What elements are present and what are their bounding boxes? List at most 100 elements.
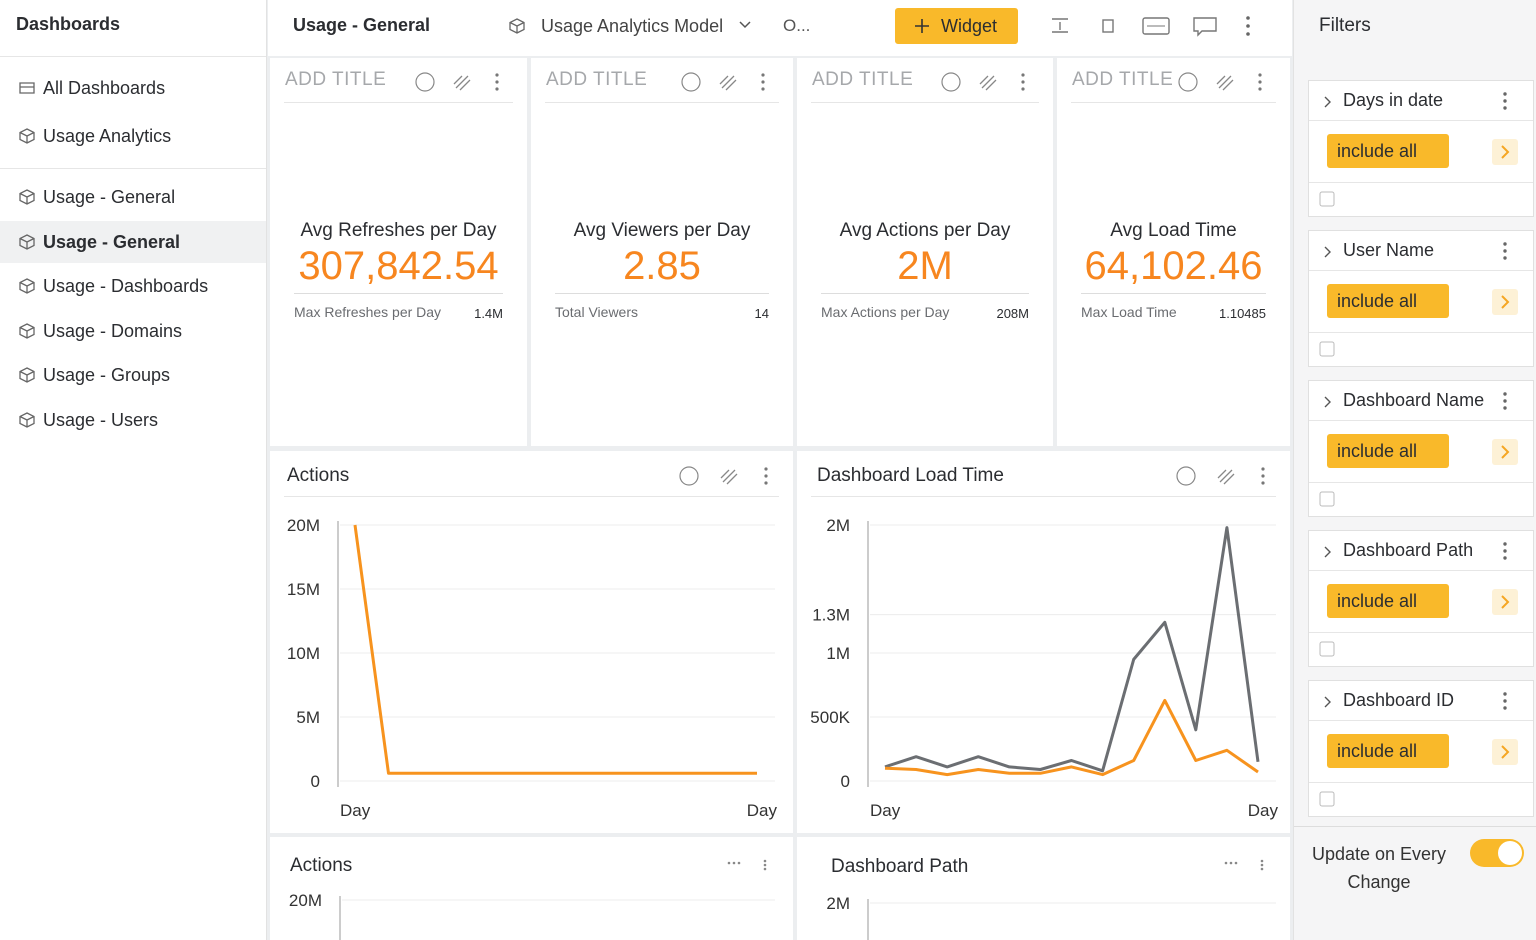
icon-shape bbox=[19, 412, 35, 428]
kpi-divider bbox=[1081, 293, 1266, 294]
dot bbox=[727, 861, 731, 865]
filter-name: User Name bbox=[1343, 240, 1435, 260]
dashboard-label: Usage - Dashboards bbox=[43, 276, 209, 297]
x-label: Day bbox=[340, 801, 371, 820]
edit-bg bbox=[1492, 289, 1518, 315]
filter-name: Dashboard ID bbox=[1343, 690, 1455, 710]
divider bbox=[1309, 120, 1533, 121]
dashboard-label: Usage - Domains bbox=[43, 320, 183, 341]
sidebar-dashboard[interactable]: Usage - Groups bbox=[0, 354, 266, 396]
dot bbox=[495, 87, 499, 91]
divider bbox=[1309, 332, 1533, 333]
divider bbox=[1309, 482, 1533, 483]
dot bbox=[1021, 87, 1025, 91]
dot bbox=[1503, 92, 1507, 96]
widget-button[interactable]: Widget bbox=[895, 8, 1018, 44]
kpi-title: Avg Viewers per Day bbox=[573, 220, 751, 241]
kpi-card: ADD TITLE Avg Actions per Day 2M Max Action… bbox=[797, 58, 1053, 446]
dot bbox=[1503, 99, 1507, 103]
dot bbox=[1503, 706, 1507, 710]
expand-icon bbox=[1324, 246, 1331, 258]
y-tick-label: 1M bbox=[826, 644, 850, 663]
dot bbox=[1258, 87, 1262, 91]
filter: Days in date include all bbox=[1308, 80, 1534, 217]
dot bbox=[1260, 863, 1264, 867]
chart-card: Actions 20M bbox=[270, 837, 793, 940]
dot bbox=[1503, 392, 1507, 396]
edit-button bbox=[1492, 739, 1518, 765]
chart: 2M bbox=[826, 894, 1276, 940]
filter: Dashboard ID include all bbox=[1308, 680, 1534, 817]
link-icon bbox=[19, 82, 35, 94]
kpi-divider bbox=[821, 293, 1029, 294]
dot bbox=[1503, 542, 1507, 546]
chart-title: Dashboard Load Time bbox=[817, 465, 1004, 486]
include-all-button[interactable]: include all bbox=[1327, 134, 1449, 168]
dot bbox=[1261, 481, 1265, 485]
expand-icon bbox=[1324, 96, 1331, 108]
icon-shape bbox=[19, 128, 35, 144]
sidebar-dashboard[interactable]: Usage - Dashboards bbox=[0, 265, 266, 307]
dot bbox=[761, 73, 765, 77]
series-line bbox=[884, 698, 1259, 777]
dashboard-label: Usage - Groups bbox=[43, 365, 171, 386]
dashboard-label: Usage - General bbox=[43, 187, 176, 207]
edit-button bbox=[1492, 139, 1518, 165]
link-icon bbox=[1216, 75, 1234, 91]
divider bbox=[1309, 182, 1533, 183]
dot bbox=[1503, 249, 1507, 253]
chart: 0 500K 1M 1.3M 2M Day Day bbox=[810, 516, 1278, 820]
filter-menu bbox=[1503, 92, 1507, 110]
include-all-button[interactable]: include all bbox=[1327, 434, 1449, 468]
dashboard-label: Usage - Users bbox=[43, 410, 159, 430]
sidebar-dashboard[interactable]: Usage - General bbox=[0, 176, 266, 218]
dashboard-icon bbox=[19, 189, 35, 205]
icon-shape bbox=[19, 278, 35, 294]
kpi-value: 307,842.54 bbox=[298, 244, 499, 288]
status: O... bbox=[783, 16, 811, 35]
toolbar-icons bbox=[1052, 16, 1250, 37]
sidebar-link[interactable]: All Dashboards bbox=[0, 67, 266, 109]
add-box bbox=[1319, 491, 1335, 507]
model-selector[interactable]: Usage Analytics Model bbox=[541, 16, 724, 36]
chevron bbox=[1324, 696, 1331, 708]
include-all-button[interactable]: include all bbox=[1327, 734, 1449, 768]
add-icon bbox=[1319, 641, 1335, 657]
dot bbox=[1229, 861, 1233, 865]
divider bbox=[0, 168, 266, 169]
x-label: Day bbox=[870, 801, 901, 820]
dot bbox=[1260, 859, 1264, 863]
edit-button bbox=[1492, 589, 1518, 615]
toolbar: Usage - General Usage Analytics Model O.… bbox=[268, 0, 1292, 56]
chart-title: Dashboard Path bbox=[831, 856, 969, 877]
card-icons bbox=[1224, 859, 1264, 871]
sidebar-link[interactable]: Usage Analytics bbox=[0, 115, 266, 157]
y-tick-label: 0 bbox=[841, 772, 850, 791]
kpi-divider bbox=[294, 293, 503, 294]
dot bbox=[1503, 256, 1507, 260]
kpi-title: Avg Actions per Day bbox=[839, 220, 1011, 241]
kpi-detail-label: Max Actions per Day bbox=[821, 304, 950, 320]
sidebar-dashboard[interactable]: Usage - Domains bbox=[0, 310, 266, 352]
dot bbox=[1258, 73, 1262, 77]
dot bbox=[1224, 861, 1228, 865]
dot bbox=[1503, 106, 1507, 110]
dashboard-label: Usage - General bbox=[43, 231, 181, 252]
dashboard-icon bbox=[19, 233, 35, 250]
dot bbox=[1503, 692, 1507, 696]
divider bbox=[1309, 420, 1533, 421]
y-tick-label: 2M bbox=[826, 894, 850, 913]
kpi-value: 64,102.46 bbox=[1084, 244, 1263, 288]
include-all-button[interactable]: include all bbox=[1327, 284, 1449, 318]
include-all-button[interactable]: include all bbox=[1327, 584, 1449, 618]
sidebar-dashboard[interactable]: Usage - General bbox=[0, 220, 266, 263]
sidebar-dashboard[interactable]: Usage - Users bbox=[0, 399, 266, 441]
auto-update-toggle[interactable] bbox=[1470, 839, 1524, 867]
chevron bbox=[739, 21, 751, 29]
filters-panel: Filters Update on Every Change Days in d… bbox=[1293, 0, 1536, 940]
add-icon bbox=[1319, 191, 1335, 207]
kpi-detail-value: 14 bbox=[754, 306, 769, 321]
card-icons bbox=[679, 466, 768, 486]
icon-shape bbox=[19, 323, 35, 339]
